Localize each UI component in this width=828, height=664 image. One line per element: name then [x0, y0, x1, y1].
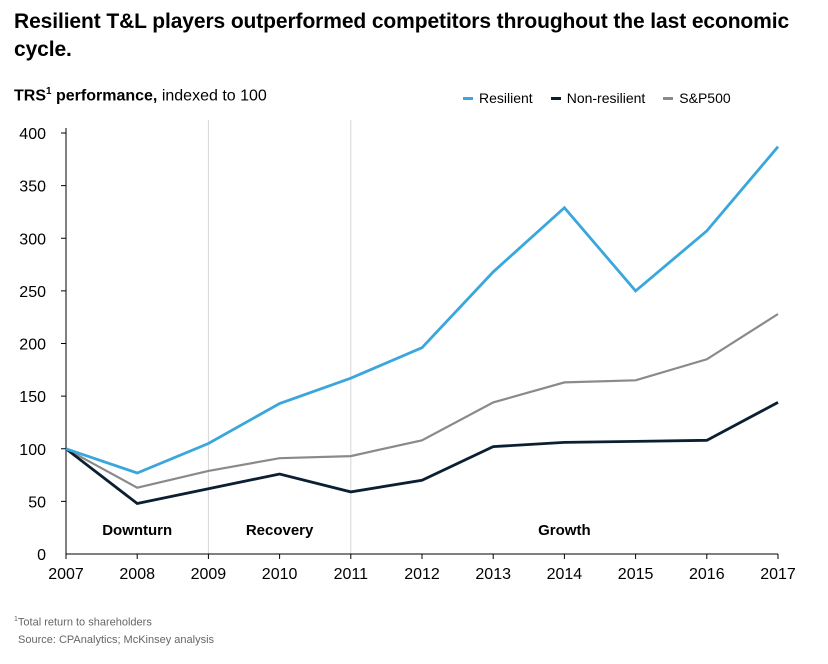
y-tick-label-400: 400 [19, 126, 46, 143]
x-tick-label-2011: 2011 [334, 566, 369, 583]
legend-label-non-resilient: Non-resilient [566, 90, 646, 106]
phase-label-recovery: Recovery [246, 522, 314, 539]
y-tick-label-150: 150 [19, 389, 46, 406]
x-tick-label-2007: 2007 [48, 566, 84, 583]
chart-title: Resilient T&L players outperformed compe… [14, 10, 790, 61]
footnote: 1Total return to shareholders [14, 616, 152, 629]
y-tick-label-300: 300 [19, 231, 46, 248]
series-line-resilient [65, 145, 780, 475]
y-tick-label-200: 200 [19, 337, 46, 354]
y-tick-label-100: 100 [19, 442, 46, 459]
x-tick-label-2017: 2017 [760, 566, 796, 583]
legend-label-resilient: Resilient [479, 90, 533, 106]
subtitle-footnote-mark: 1 [46, 86, 52, 97]
legend: Resilient Non-resilient S&P500 [463, 90, 749, 106]
x-tick-label-2008: 2008 [119, 566, 155, 583]
subtitle-bold-tail: performance, [51, 87, 158, 105]
x-tick-label-2015: 2015 [618, 566, 654, 583]
legend-label-sp500: S&P500 [679, 90, 731, 106]
subtitle-rest: indexed to 100 [157, 87, 267, 105]
x-tick-label-2012: 2012 [404, 566, 440, 583]
x-tick-label-2016: 2016 [689, 566, 725, 583]
x-tick-label-2010: 2010 [262, 566, 298, 583]
y-tick-label-0: 0 [37, 547, 46, 564]
series-line-s-p500 [65, 313, 779, 489]
chart-subtitle: TRS1 performance, indexed to 100 [14, 86, 267, 105]
x-tick-label-2009: 2009 [191, 566, 227, 583]
legend-item-resilient: Resilient [463, 90, 533, 106]
legend-item-non-resilient: Non-resilient [550, 90, 646, 106]
y-tick-label-350: 350 [19, 179, 46, 196]
legend-swatch-resilient [463, 96, 473, 100]
footnote-text: Total return to shareholders [17, 616, 152, 629]
source-note: Source: CPAnalytics; McKinsey analysis [18, 634, 215, 646]
legend-swatch-sp500 [663, 96, 674, 100]
footnote-mark: 1 [14, 616, 18, 623]
legend-swatch-non-resilient [550, 96, 561, 100]
y-tick-label-50: 50 [28, 494, 46, 511]
phase-label-growth: Growth [538, 522, 591, 539]
legend-item-sp500: S&P500 [663, 90, 731, 106]
phase-label-downturn: Downturn [102, 522, 172, 539]
subtitle-main: TRS [14, 87, 46, 105]
x-tick-label-2014: 2014 [547, 566, 583, 583]
x-tick-label-2013: 2013 [475, 566, 511, 583]
y-tick-label-250: 250 [19, 284, 46, 301]
series-line-non-resilient [65, 401, 779, 506]
